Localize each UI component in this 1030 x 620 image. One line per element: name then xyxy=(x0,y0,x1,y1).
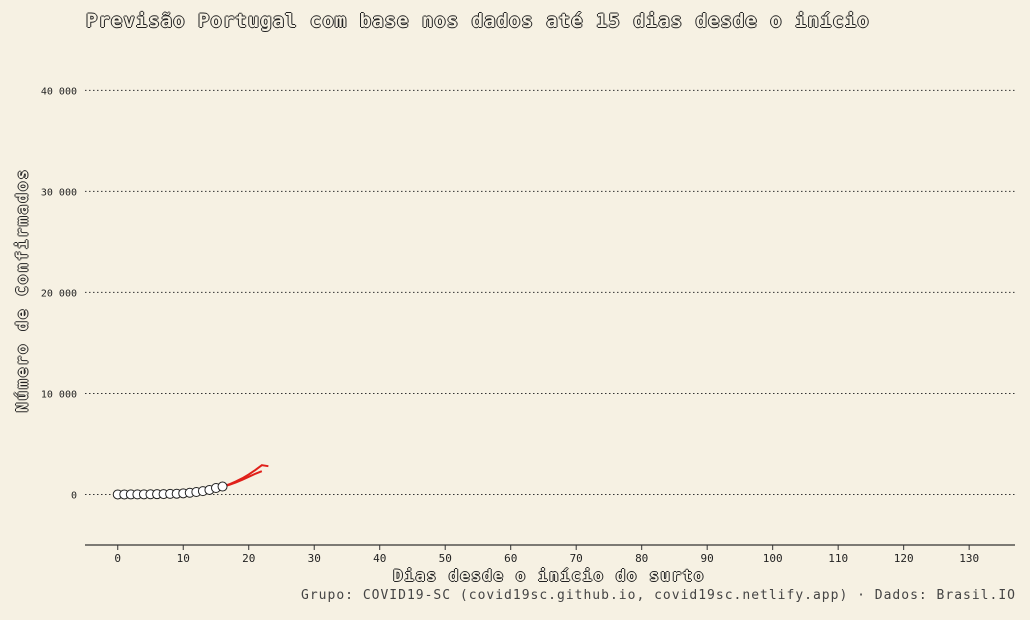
x-tick-label: 30 xyxy=(308,552,321,565)
x-tick-label: 10 xyxy=(177,552,190,565)
x-tick-label: 70 xyxy=(570,552,583,565)
x-tick-label: 60 xyxy=(504,552,517,565)
x-tick-label: 20 xyxy=(242,552,255,565)
y-tick-label: 20 000 xyxy=(41,288,77,299)
forecast-line xyxy=(222,464,269,488)
y-tick-label: 0 xyxy=(71,490,77,501)
x-tick-label: 120 xyxy=(894,552,914,565)
chart-caption: Grupo: COVID19-SC (covid19sc.github.io, … xyxy=(301,588,1016,603)
y-tick-label: 40 000 xyxy=(41,86,77,97)
x-tick-label: 130 xyxy=(959,552,979,565)
x-tick-label: 100 xyxy=(763,552,783,565)
x-axis-label: Dias desde o início do surto xyxy=(393,566,705,585)
x-tick-label: 110 xyxy=(828,552,848,565)
x-tick-label: 90 xyxy=(701,552,714,565)
forecast-line xyxy=(222,470,263,488)
data-point xyxy=(217,481,228,492)
x-tick-label: 50 xyxy=(439,552,452,565)
x-tick-label: 80 xyxy=(635,552,648,565)
y-tick-label: 10 000 xyxy=(41,389,77,400)
x-tick-label: 40 xyxy=(373,552,386,565)
chart-title: Previsão Portugal com base nos dados até… xyxy=(86,10,870,32)
x-tick-label: 0 xyxy=(114,552,121,565)
y-tick-label: 30 000 xyxy=(41,187,77,198)
